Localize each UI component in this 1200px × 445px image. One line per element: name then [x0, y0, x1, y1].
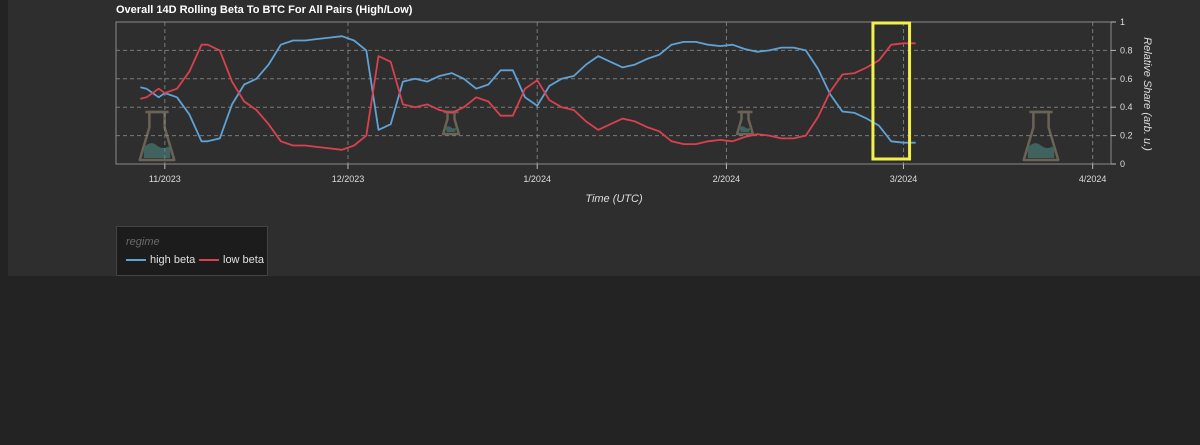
line-chart: 0 0.2 0.4 0.6 0.8 1 11/2023 12/2023 1/2024 2/2024…	[115, 17, 1153, 205]
flask-liquid-3	[1027, 143, 1055, 158]
x-tick-label-4-2024: 4/2024	[1079, 174, 1107, 184]
y-axis-label: Relative Share (arb. u.)	[1141, 37, 1153, 151]
grid-layer	[116, 22, 1111, 164]
chart-title: Overall 14D Rolling Beta To BTC For All …	[116, 4, 413, 16]
y-tick-label-0-2: 0.2	[1120, 131, 1133, 141]
flask-watermark-icon	[1022, 110, 1060, 162]
flask-watermark-icon	[735, 110, 755, 136]
axis-layer: 0 0.2 0.4 0.6 0.8 1 11/2023 12/2023 1/2024 2/2024…	[149, 17, 1133, 184]
flask-liquid-2	[738, 126, 752, 132]
legend-swatch-high-beta	[126, 259, 146, 261]
x-axis-label: Time (UTC)	[585, 193, 643, 205]
flask-liquid-0	[143, 143, 171, 158]
legend: regime high beta low beta	[116, 226, 268, 276]
y-tick-label-0: 0	[1120, 159, 1125, 169]
y-tick-label-0-4: 0.4	[1120, 102, 1133, 112]
series-line-high-beta	[140, 35, 916, 144]
x-tick-label-11-2023: 11/2023	[149, 174, 181, 184]
flask-liquid-1	[444, 126, 458, 132]
x-tick-label-2-2024: 2/2024	[713, 174, 741, 184]
y-tick-label-0-6: 0.6	[1120, 74, 1133, 84]
y-tick-label-1: 1	[1120, 17, 1125, 27]
series-layer	[140, 35, 916, 151]
legend-label-high-beta: high beta	[150, 254, 196, 266]
flask-watermark-icon	[138, 110, 176, 162]
legend-item-low-beta[interactable]: low beta	[199, 254, 264, 266]
x-tick-label-12-2023: 12/2023	[332, 174, 365, 184]
series-line-low-beta	[140, 42, 916, 151]
plot-area-frame	[115, 21, 1112, 165]
flask-watermark-icon	[441, 110, 461, 136]
legend-label-low-beta: low beta	[223, 254, 264, 266]
legend-item-high-beta[interactable]: high beta	[126, 254, 195, 266]
highlight-box	[871, 21, 912, 161]
x-tick-label-1-2024: 1/2024	[523, 174, 551, 184]
x-tick-label-3-2024: 3/2024	[890, 174, 918, 184]
y-tick-label-0-8: 0.8	[1120, 45, 1133, 55]
legend-title: regime	[126, 236, 160, 248]
legend-swatch-low-beta	[199, 259, 219, 261]
